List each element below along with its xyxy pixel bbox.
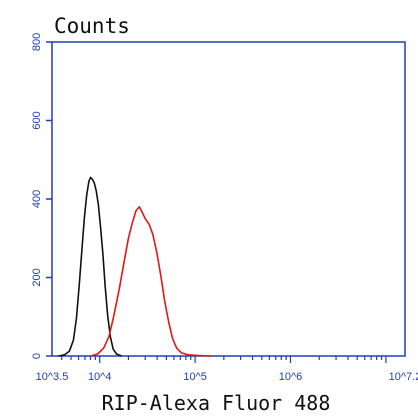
y-tick-label: 600 [31,111,43,129]
series-line-1 [58,176,122,357]
x-tick-label: 10^4 [88,371,112,383]
x-tick-label: 10^5 [183,371,207,383]
series-layer [58,176,212,357]
y-axis-title: Counts [54,14,130,38]
y-tick-label: 0 [31,353,43,359]
x-axis: 10^3.5 10^4 10^5 10^6 10^7.2 [36,356,418,383]
plot-frame [51,41,406,357]
y-tick-label: 400 [31,190,43,208]
x-tick-label: 10^7.2 [389,371,418,383]
y-tick-label: 800 [31,33,43,51]
x-tick-label: 10^6 [279,371,303,383]
x-axis-title: RIP-Alexa Fluor 488 [102,391,331,415]
y-axis: 0 200 400 600 800 [31,33,52,359]
y-tick-label: 200 [31,268,43,286]
series-line-2 [90,206,212,357]
x-tick-label: 10^3.5 [36,371,69,383]
